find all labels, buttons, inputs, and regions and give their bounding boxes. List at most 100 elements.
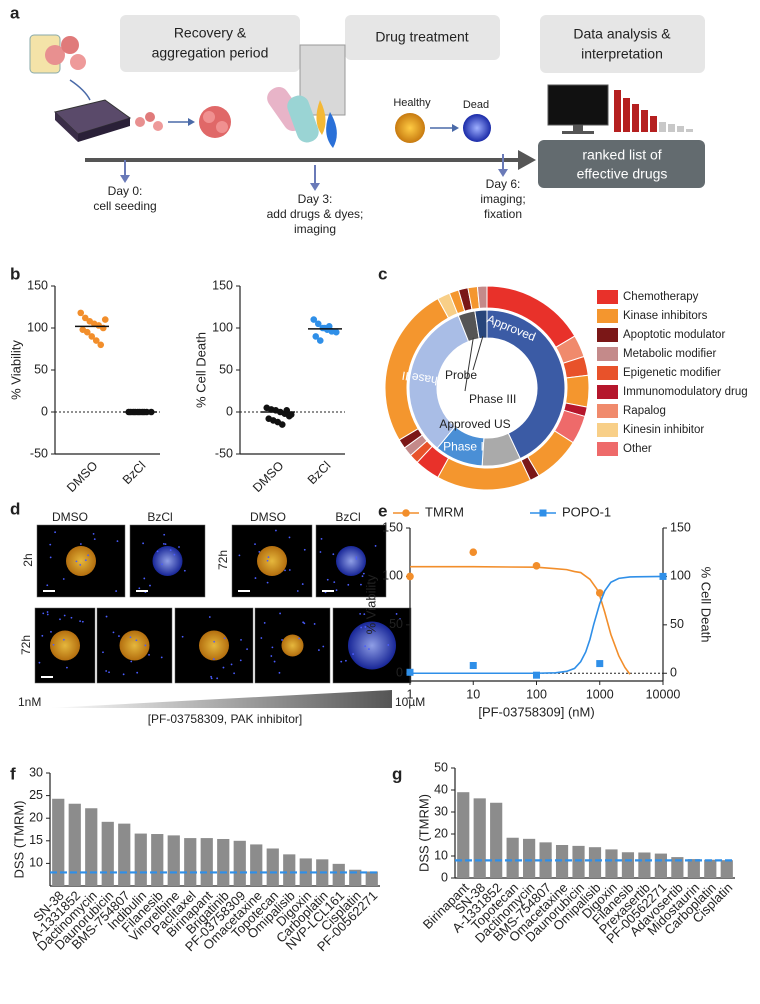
panel-label: a — [10, 3, 20, 22]
speck — [148, 653, 150, 656]
speck — [279, 612, 281, 615]
speck — [233, 672, 236, 675]
speck — [161, 563, 163, 566]
ranking-icon — [614, 90, 693, 132]
speck — [301, 583, 304, 585]
speck — [266, 581, 269, 584]
bar — [720, 860, 733, 878]
bar — [365, 871, 378, 886]
legend-label: Kinase inhibitors — [623, 310, 708, 322]
speck — [116, 540, 119, 543]
speck — [355, 556, 358, 559]
cell-icon — [70, 54, 86, 70]
speck — [332, 553, 335, 556]
speck — [345, 659, 347, 662]
bar — [671, 857, 684, 878]
y-axis-label: % Viability — [8, 340, 23, 400]
result-text: ranked list of — [582, 147, 661, 163]
data-point — [92, 337, 100, 344]
data-point — [88, 333, 96, 340]
legend-swatch — [597, 309, 618, 323]
panel-label: g — [392, 764, 402, 783]
spheroid — [281, 634, 304, 657]
x-tick-label: 10000 — [646, 687, 681, 701]
speck — [222, 666, 225, 669]
data-point — [287, 411, 295, 418]
speck — [395, 613, 398, 615]
speck — [373, 629, 376, 632]
y-tick-label: 0 — [441, 870, 448, 884]
bar — [588, 847, 602, 878]
bar — [52, 798, 65, 886]
bar — [506, 837, 519, 878]
legend-swatch — [597, 442, 618, 456]
bar — [687, 859, 700, 878]
x-tick-label: BzCl — [305, 459, 334, 488]
legend-swatch — [597, 366, 618, 380]
cell-icon — [61, 36, 79, 54]
cell-icon — [135, 117, 145, 127]
speck — [313, 623, 316, 625]
speck — [302, 621, 305, 624]
data-point — [325, 323, 333, 330]
speck — [303, 548, 306, 551]
arrow — [452, 124, 459, 132]
ring-label: Phase I — [443, 440, 484, 454]
x-tick-label: 100 — [526, 687, 547, 701]
dead-cell-icon — [463, 114, 491, 142]
cell-state: Dead — [463, 99, 489, 111]
speck — [63, 614, 66, 617]
x-tick-label: DMSO — [64, 458, 101, 495]
speck — [266, 559, 269, 562]
bar — [490, 802, 503, 878]
bar — [134, 833, 147, 886]
spheroid — [152, 546, 183, 576]
y-tick-label: 150 — [382, 520, 403, 534]
phase-text: interpretation — [581, 46, 663, 62]
speck — [183, 569, 186, 572]
bar — [473, 798, 486, 878]
plate-icon — [78, 118, 130, 142]
phase-text: aggregation period — [152, 45, 269, 61]
speck — [298, 637, 301, 640]
cell-icon — [153, 121, 163, 131]
y-tick-label: 50 — [34, 362, 48, 376]
day-text: Day 3: — [298, 192, 333, 206]
speck — [368, 648, 370, 650]
speck — [75, 560, 78, 563]
monitor-icon — [562, 131, 594, 134]
speck — [144, 644, 147, 647]
data-point — [332, 328, 340, 336]
speck — [399, 618, 401, 620]
bar — [233, 840, 246, 886]
speck — [169, 549, 172, 552]
speck — [303, 622, 306, 625]
speck — [42, 612, 45, 615]
speck — [363, 613, 366, 616]
speck — [84, 559, 87, 562]
speck — [320, 537, 323, 540]
legend-label: Other — [623, 443, 652, 455]
bar — [621, 852, 635, 878]
y-axis-label: DSS (TMRM) — [416, 794, 431, 872]
ring-segment — [476, 285, 488, 309]
speck — [362, 572, 365, 575]
speck — [102, 651, 104, 654]
bar — [200, 838, 213, 886]
spheroid — [336, 546, 366, 576]
x-tick-label: DMSO — [250, 458, 287, 495]
x-tick-label: BzCl — [120, 459, 149, 488]
x-tick-label: 10 — [466, 687, 480, 701]
speck — [173, 553, 176, 556]
bar — [151, 834, 164, 886]
pill-icon — [287, 95, 319, 143]
data-point — [469, 548, 478, 557]
timepoint-label: 2h — [21, 553, 35, 566]
drop-icon — [316, 100, 326, 135]
speck — [223, 637, 226, 640]
panel-label: e — [378, 501, 387, 520]
day-text: fixation — [484, 207, 522, 221]
day-text: add drugs & dyes; — [267, 207, 364, 221]
